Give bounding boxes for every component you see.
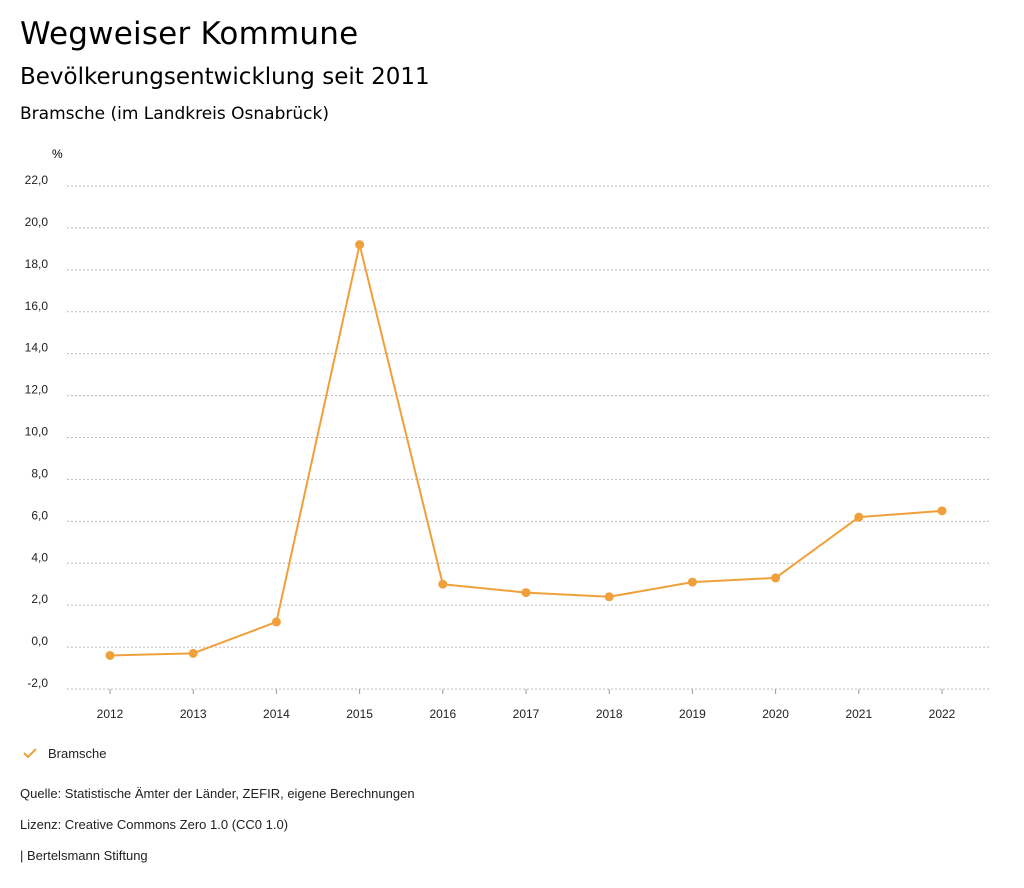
data-point [687, 577, 697, 587]
x-tick-label: 2022 [929, 707, 956, 721]
data-point [438, 579, 448, 589]
data-point [271, 617, 281, 627]
data-point [105, 650, 115, 660]
x-tick-label: 2016 [429, 707, 456, 721]
chart-legend[interactable]: Bramsche [22, 745, 107, 761]
data-point [604, 592, 614, 602]
y-tick-label: 18,0 [25, 257, 49, 271]
x-tick-label: 2014 [263, 707, 290, 721]
chart-subtitle: Bevölkerungsentwicklung seit 2011 [20, 64, 430, 90]
y-tick-label: -2,0 [27, 676, 48, 690]
x-tick-label: 2021 [845, 707, 872, 721]
x-tick-label: 2019 [679, 707, 706, 721]
y-tick-label: 10,0 [25, 425, 49, 439]
y-axis-unit: % [52, 147, 63, 161]
x-tick-label: 2013 [180, 707, 207, 721]
legend-label: Bramsche [48, 745, 107, 761]
y-tick-label: 22,0 [25, 173, 49, 187]
y-tick-label: 14,0 [25, 341, 49, 355]
y-tick-label: 8,0 [31, 466, 48, 480]
data-point [854, 512, 864, 522]
check-icon [23, 748, 37, 759]
page-title: Wegweiser Kommune [20, 16, 359, 52]
data-point [771, 573, 781, 583]
x-tick-label: 2017 [513, 707, 540, 721]
x-tick-label: 2018 [596, 707, 623, 721]
x-tick-label: 2020 [762, 707, 789, 721]
x-tick-label: 2012 [97, 707, 124, 721]
y-tick-label: 16,0 [25, 299, 49, 313]
y-tick-label: 6,0 [31, 508, 48, 522]
x-tick-label: 2015 [346, 707, 373, 721]
region-label: Bramsche (im Landkreis Osnabrück) [20, 104, 329, 124]
data-point [355, 240, 365, 250]
data-point [521, 588, 531, 598]
line-chart: -2,0 0,0 2,0 4,0 6,0 8,0 10,0 12,0 14,0 16,0 18,0 2… [25, 173, 991, 721]
license-note: Lizenz: Creative Commons Zero 1.0 (CC0 1… [20, 817, 289, 832]
y-tick-label: 12,0 [25, 383, 49, 397]
y-tick-label: 2,0 [31, 592, 48, 606]
data-point [937, 506, 947, 516]
source-note: Quelle: Statistische Ämter der Länder, Z… [20, 786, 415, 801]
y-tick-label: 20,0 [25, 215, 49, 229]
brand-note: | Bertelsmann Stiftung [20, 848, 148, 863]
data-point [188, 648, 198, 658]
y-tick-label: 0,0 [31, 634, 48, 648]
y-tick-label: 4,0 [31, 550, 48, 564]
